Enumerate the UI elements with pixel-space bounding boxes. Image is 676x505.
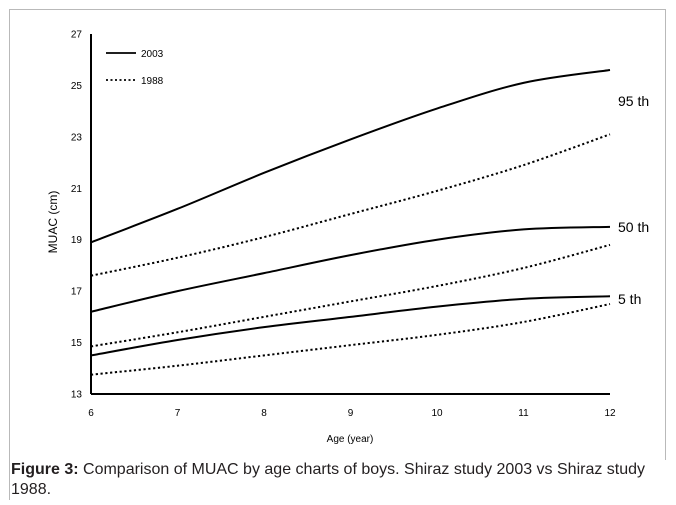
x-tick-label: 10: [431, 408, 443, 419]
y-tick-label: 25: [71, 81, 83, 92]
figure-caption: Figure 3: Comparison of MUAC by age char…: [9, 460, 666, 500]
percentile-label: 50 th: [618, 219, 649, 235]
series-line-2003-95th: [90, 69, 611, 244]
x-tick-label: 9: [348, 408, 354, 419]
x-tick-label: 12: [604, 408, 616, 419]
chart-panel: 13 15 17 19 21 23 25 27 6 7 8 9 10 11 12 95 th 50 th 5 …: [9, 9, 666, 460]
series-line-2003-5th: [90, 295, 611, 357]
x-axis-label: Age (year): [327, 434, 374, 445]
x-tick-label: 8: [261, 408, 267, 419]
y-axis-label: MUAC (cm): [46, 191, 60, 254]
y-tick-label: 23: [71, 132, 83, 143]
line-chart: 13 15 17 19 21 23 25 27 6 7 8 9 10 11 12 95 th 50 th 5 …: [46, 30, 649, 446]
y-tick-label: 15: [71, 338, 83, 349]
legend: 2003 1988: [106, 49, 164, 87]
series-line-1988-95th: [90, 133, 611, 277]
y-tick-label: 21: [71, 184, 83, 195]
x-tick-label: 6: [88, 408, 94, 419]
y-tick-label: 27: [71, 30, 83, 41]
percentile-label: 5 th: [618, 291, 641, 307]
percentile-label: 95 th: [618, 93, 649, 109]
x-tick-label: 7: [175, 408, 181, 419]
x-tick-labels: 6 7 8 9 10 11 12: [88, 408, 616, 419]
axes: [90, 34, 610, 395]
series-line-1988-5th: [90, 303, 611, 376]
y-tick-label: 13: [71, 390, 83, 401]
series-line-2003-50th: [90, 225, 611, 313]
y-tick-labels: 13 15 17 19 21 23 25 27: [71, 30, 83, 401]
y-tick-label: 17: [71, 287, 83, 298]
series-line-1988-50th: [90, 243, 611, 348]
y-tick-label: 19: [71, 235, 83, 246]
percentile-labels: 95 th 50 th 5 th: [618, 93, 649, 307]
legend-label-2003: 2003: [141, 49, 164, 60]
series-lines: [90, 69, 611, 376]
caption-text: Comparison of MUAC by age charts of boys…: [11, 461, 646, 498]
legend-label-1988: 1988: [141, 76, 164, 87]
caption-label: Figure 3:: [11, 461, 79, 478]
x-tick-label: 11: [518, 408, 529, 419]
